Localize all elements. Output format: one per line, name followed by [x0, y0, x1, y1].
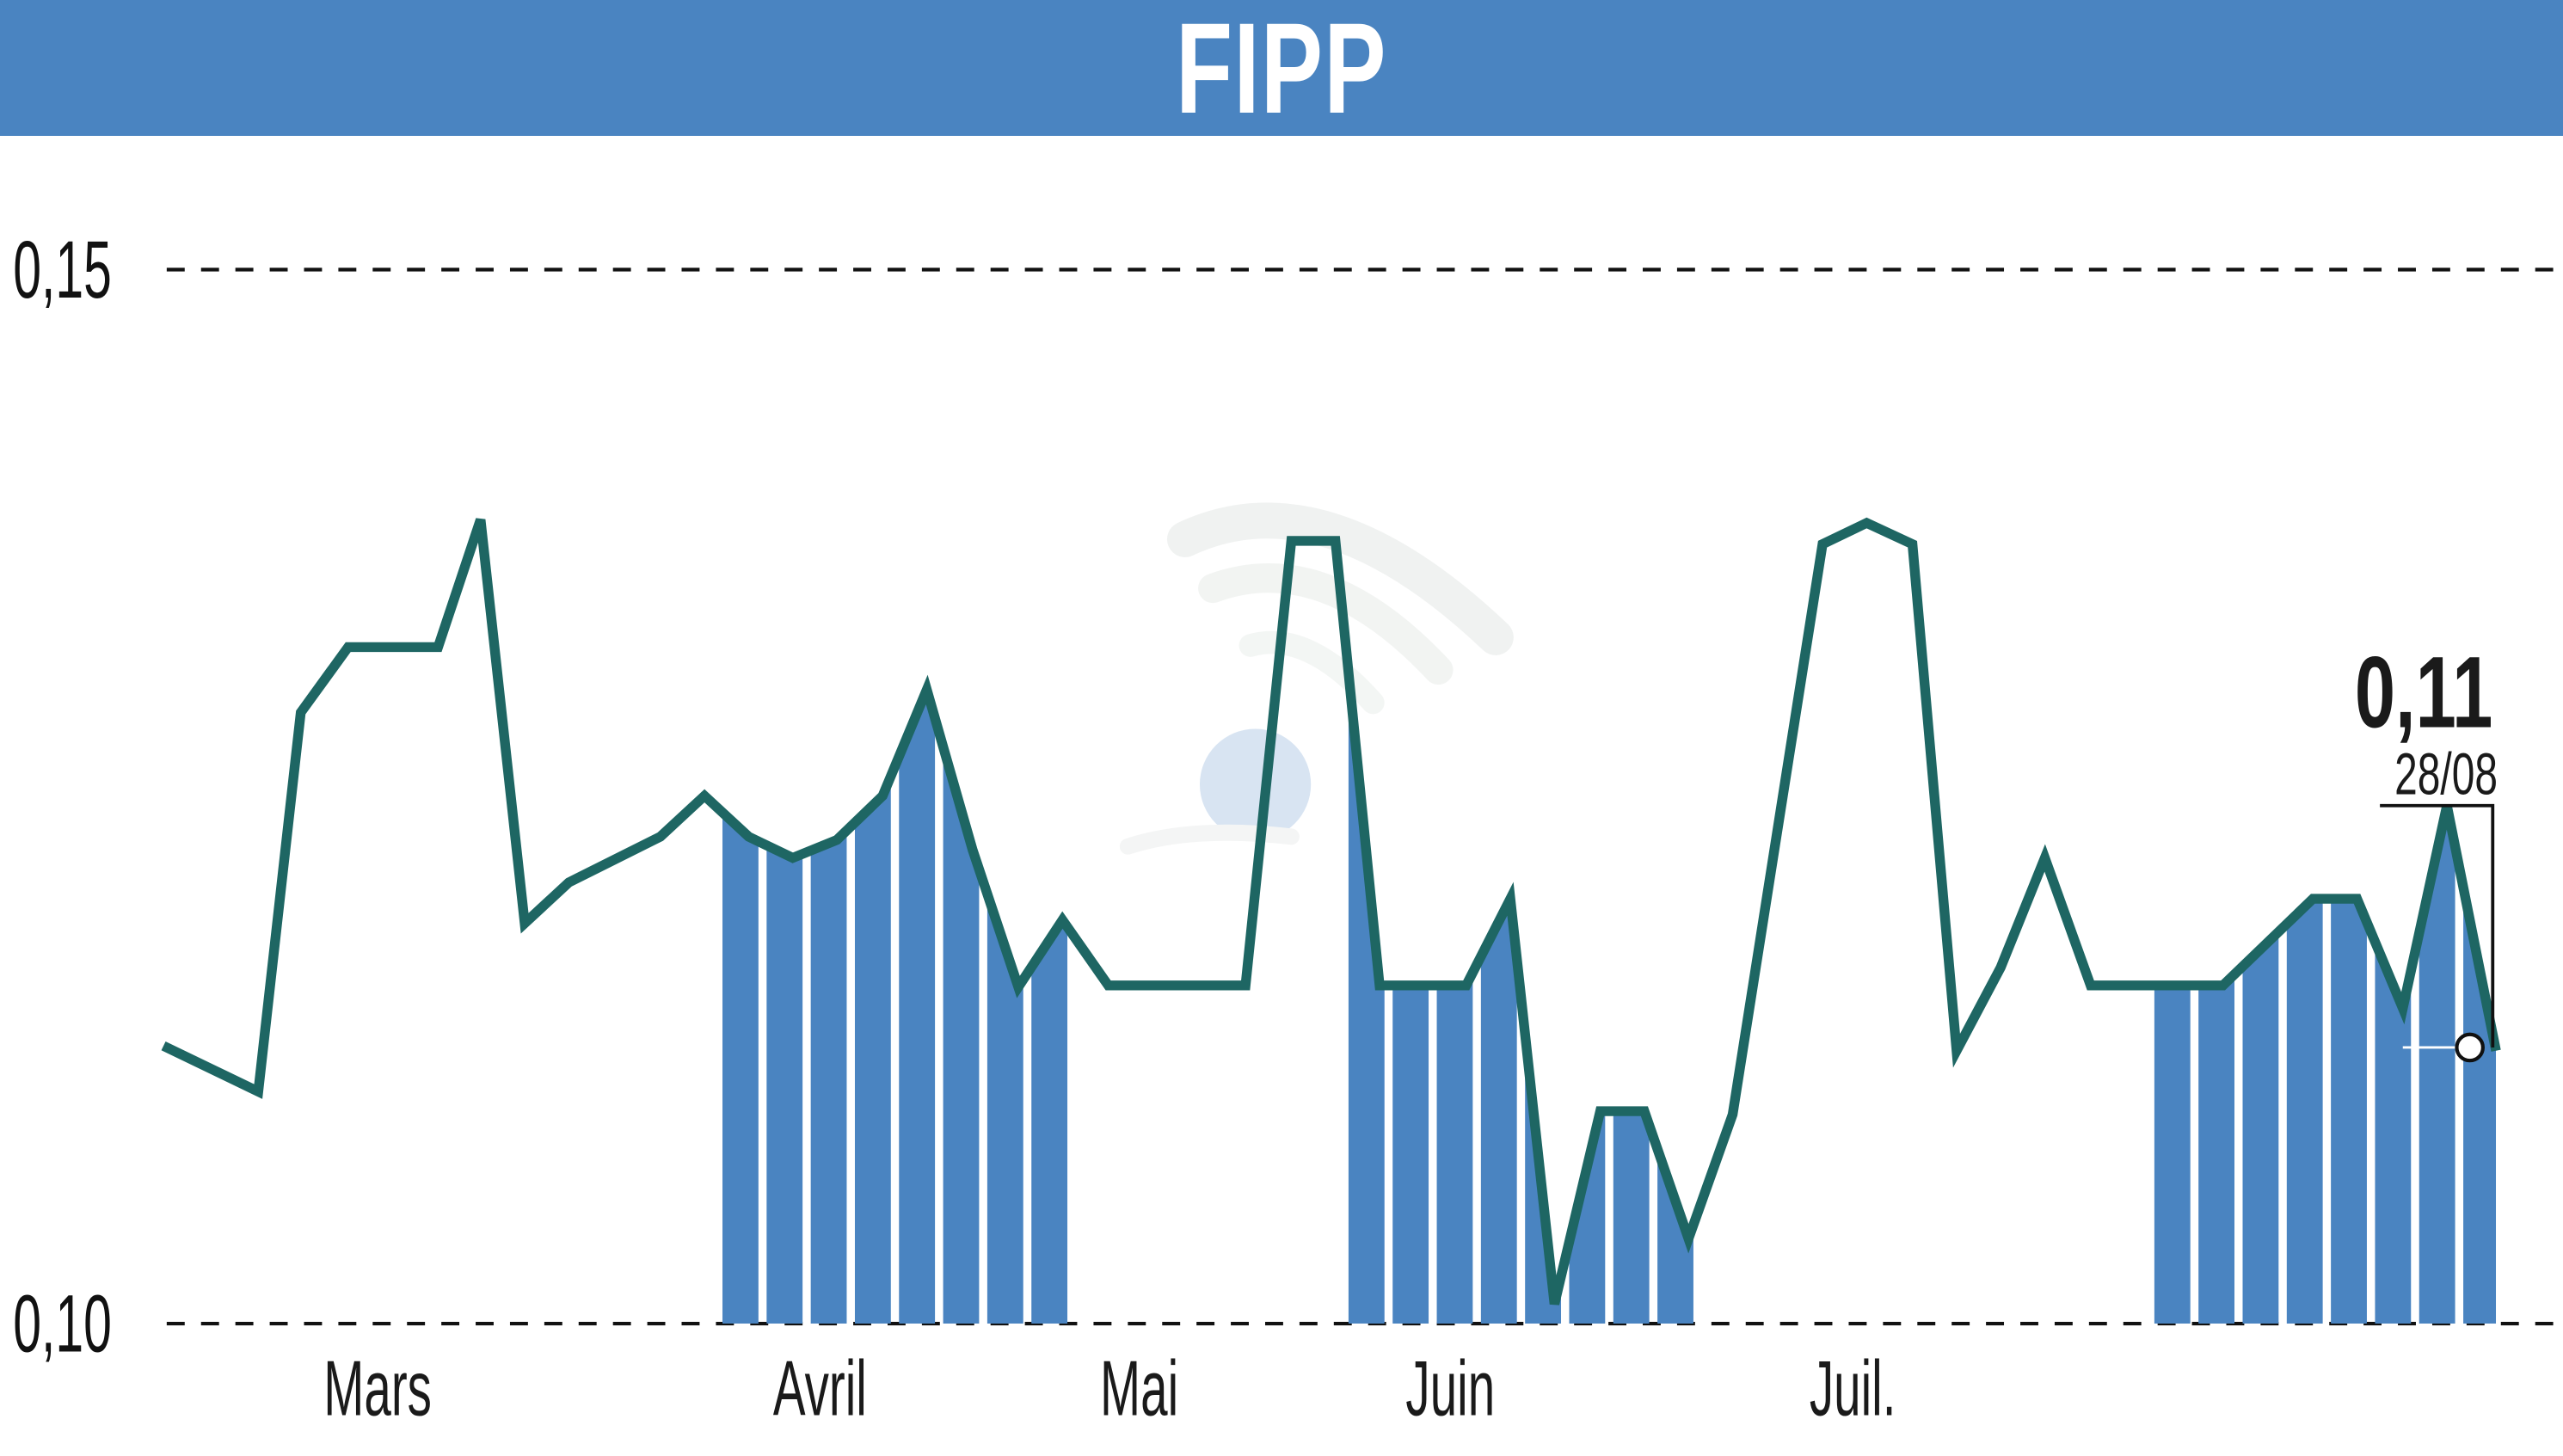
volume-bar — [766, 519, 803, 1324]
volume-bar — [2198, 519, 2234, 1324]
volume-bar — [810, 519, 847, 1324]
price-line — [161, 517, 2501, 1305]
y-tick-015: 0,15 — [13, 223, 112, 315]
chart-title: FIPP — [1176, 0, 1387, 140]
volume-bar — [2154, 519, 2191, 1324]
volume-bar — [2286, 519, 2323, 1324]
volume-bar — [2242, 519, 2279, 1324]
volume-bar — [1613, 519, 1650, 1324]
volume-bar — [1392, 519, 1429, 1324]
volume-bar — [2331, 519, 2367, 1324]
last-date-label: 28/08 — [2394, 741, 2498, 807]
volume-bar — [1348, 519, 1385, 1324]
volume-bar — [986, 519, 1023, 1324]
volume-bar — [1031, 519, 1068, 1324]
last-value-marker — [2455, 1032, 2485, 1063]
annotation-leader — [2380, 803, 2495, 1047]
x-tick-juil: Juil. — [1810, 1345, 1896, 1433]
x-tick-mars: Mars — [323, 1345, 432, 1433]
volume-bar — [1480, 519, 1517, 1324]
volume-bar — [1436, 519, 1473, 1324]
watermark-logo — [1119, 502, 1514, 855]
title-banner: FIPP — [0, 0, 2563, 136]
last-value-label: 0,11 — [2355, 636, 2492, 749]
volume-bar — [722, 519, 759, 1324]
x-tick-mai: Mai — [1100, 1345, 1178, 1433]
x-tick-juin: Juin — [1405, 1345, 1495, 1433]
x-tick-avril: Avril — [773, 1345, 867, 1433]
volume-bar — [899, 519, 936, 1324]
y-tick-010: 0,10 — [13, 1277, 112, 1369]
volume-bar — [943, 519, 980, 1324]
volume-bars — [722, 519, 2497, 1324]
